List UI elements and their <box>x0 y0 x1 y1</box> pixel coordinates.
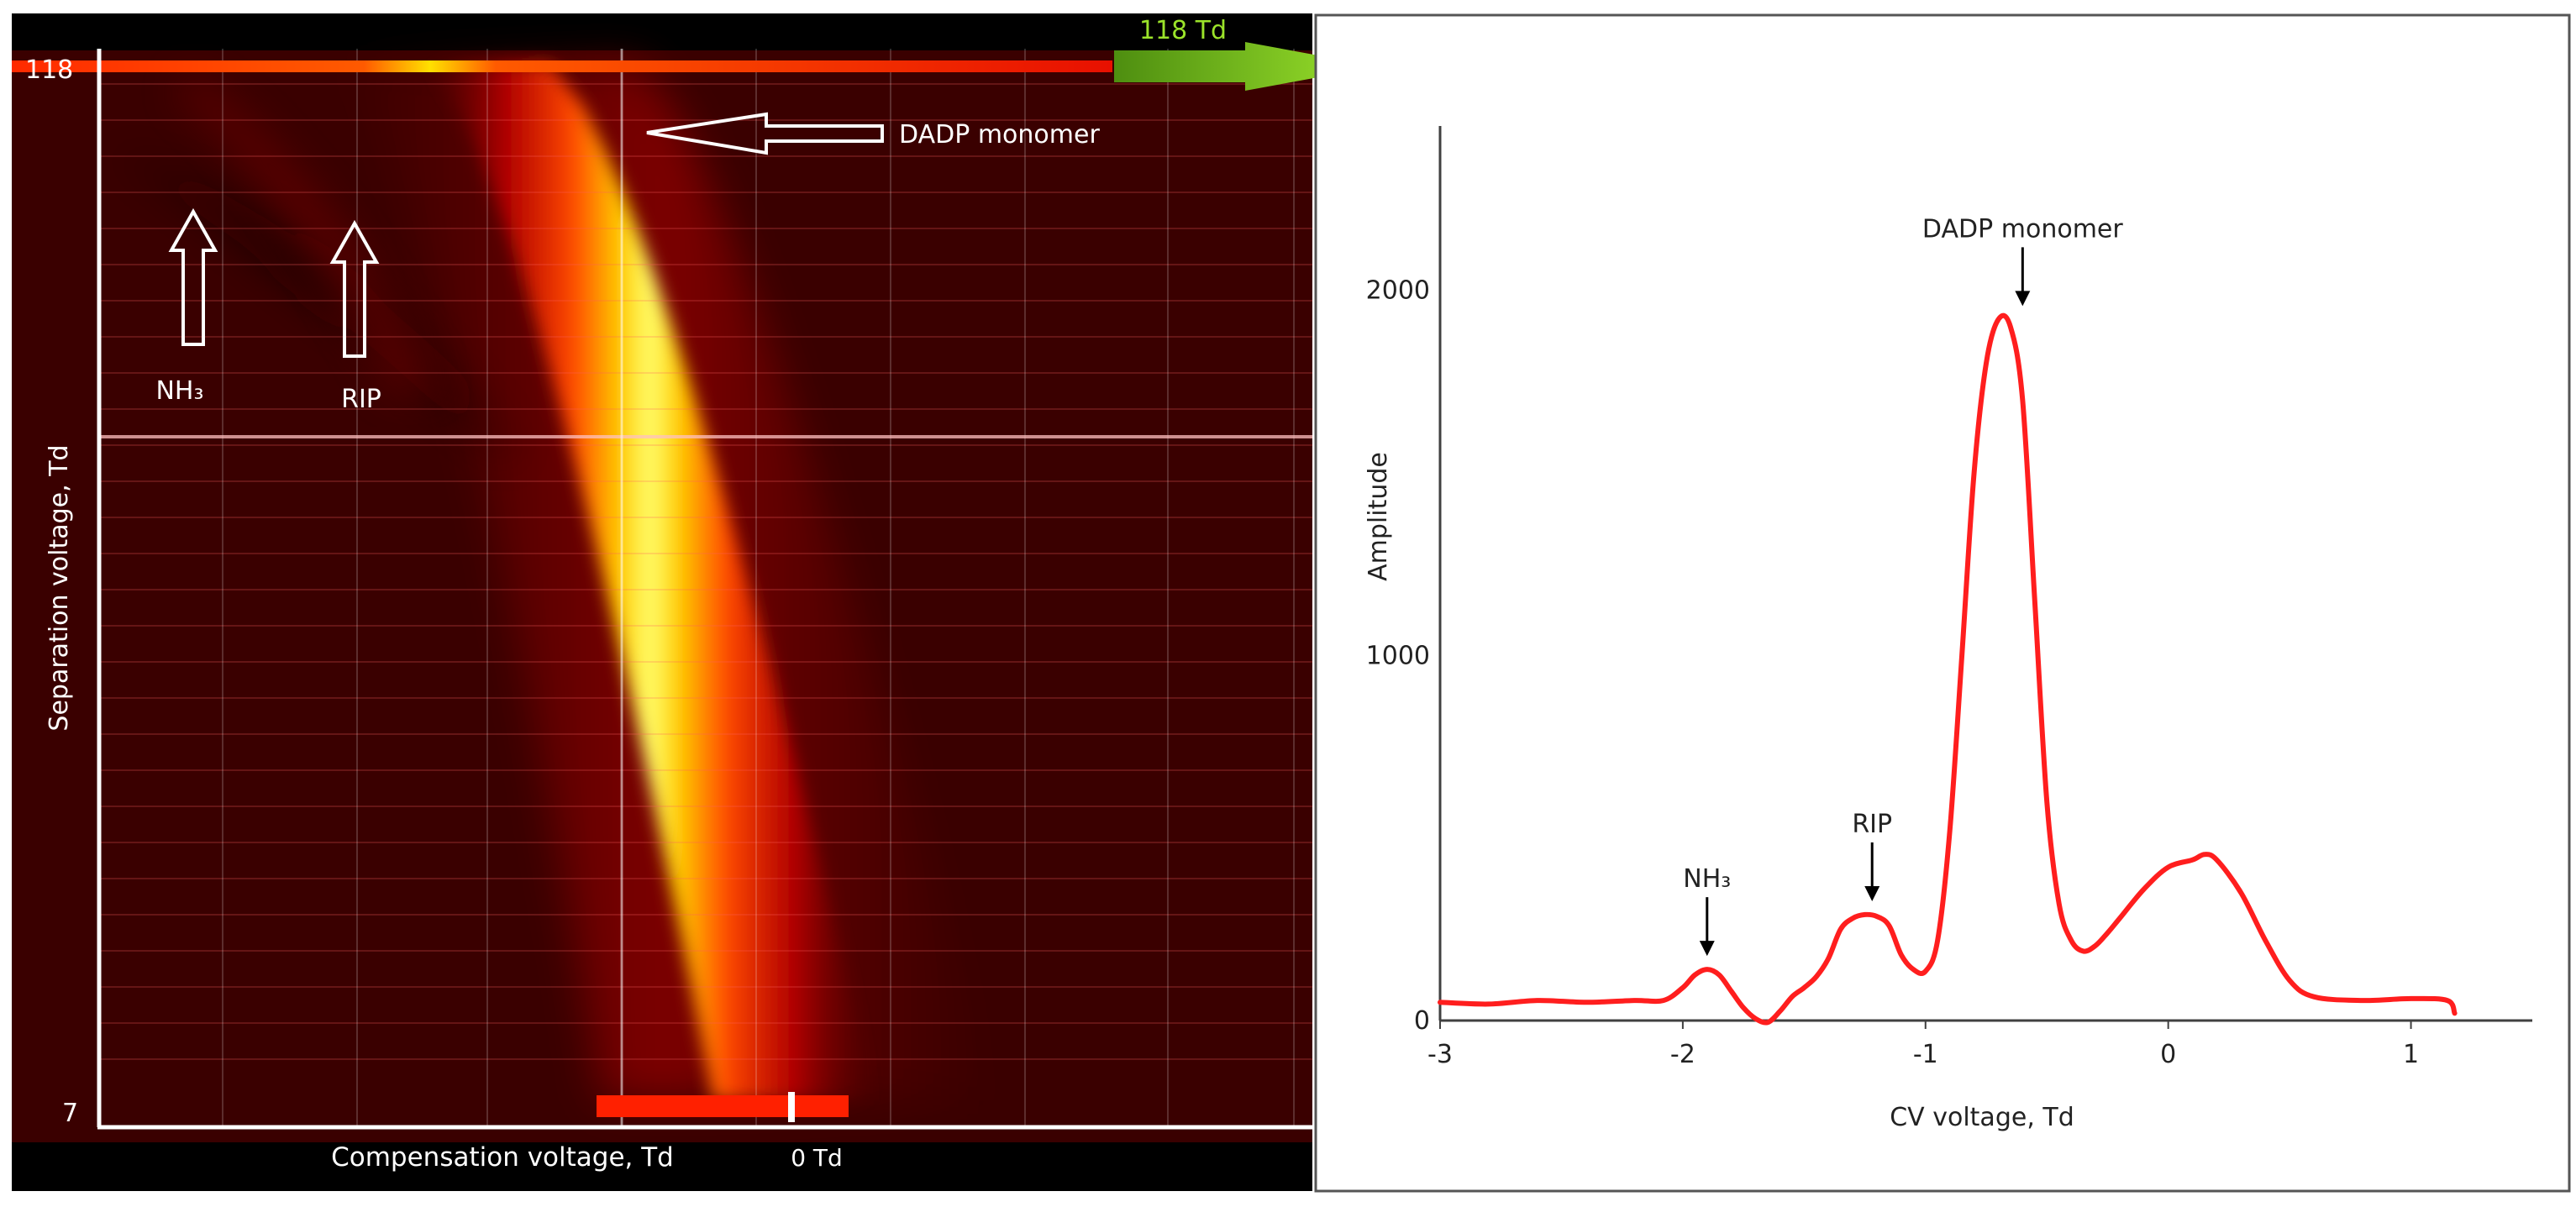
x-tick-label: -2 <box>1670 1040 1695 1069</box>
line-chart-panel: -3 -2 -1 0 1 0 1000 2000 NH₃ RIP DADP monomer CV… <box>1314 13 2571 1193</box>
heatmap-y-label: Separation voltage, Td <box>45 444 74 731</box>
chart-x-label: CV voltage, Td <box>1890 1103 2074 1132</box>
heatmap-dadp-label: DADP monomer <box>899 120 1100 150</box>
y-tick-labels: 0 1000 2000 <box>1366 276 1430 1036</box>
series-line <box>1438 312 2458 1026</box>
y-tick-label: 2000 <box>1366 276 1430 306</box>
annotation-arrow-head <box>1699 941 1715 957</box>
annotation-arrow-head <box>2015 291 2031 307</box>
annotation-label: DADP monomer <box>1922 214 2123 244</box>
dadp-arrow <box>646 112 884 155</box>
heatmap-panel: 118 7 Separation voltage, Td Compensatio… <box>12 13 1378 1191</box>
heatmap-rip-label: RIP <box>341 385 381 414</box>
x-tick-label: 1 <box>2403 1040 2419 1069</box>
rip-arrow <box>329 219 380 358</box>
heatmap-label-bottom: 7 <box>62 1099 78 1128</box>
annotation-arrow-head <box>1864 885 1880 901</box>
nh3-arrow <box>168 207 218 346</box>
zero-td-marker <box>788 1092 795 1122</box>
green-pointer-arrow <box>1114 42 1378 91</box>
heatmap-label-top: 118 <box>25 55 73 85</box>
x-tick-label: -1 <box>1913 1040 1938 1069</box>
heatmap-top-line <box>12 60 1112 72</box>
heat-main-band <box>424 64 875 1100</box>
pointer-label: 118 Td <box>1139 16 1227 45</box>
annotation-label: RIP <box>1852 810 1892 839</box>
heatmap-bottom-band <box>597 1095 849 1117</box>
chart-annotations: NH₃ RIP DADP monomer <box>1683 214 2123 957</box>
y-tick-label: 0 <box>1414 1006 1430 1036</box>
chart-frame <box>1314 13 2571 1193</box>
chart-y-label: Amplitude <box>1364 452 1393 581</box>
x-tick-label: 0 <box>2160 1040 2176 1069</box>
x-tick-label: -3 <box>1427 1040 1453 1069</box>
x-tick-labels: -3 -2 -1 0 1 <box>1427 1021 2419 1069</box>
heat-rip-trail <box>176 76 437 395</box>
annotation-label: NH₃ <box>1683 864 1731 894</box>
y-tick-label: 1000 <box>1366 641 1430 670</box>
zero-td-label: 0 Td <box>791 1144 843 1172</box>
heatmap-nh3-label: NH₃ <box>155 376 203 406</box>
heatmap-signal <box>101 64 988 1100</box>
heatmap-x-label: Compensation voltage, Td <box>331 1142 674 1173</box>
